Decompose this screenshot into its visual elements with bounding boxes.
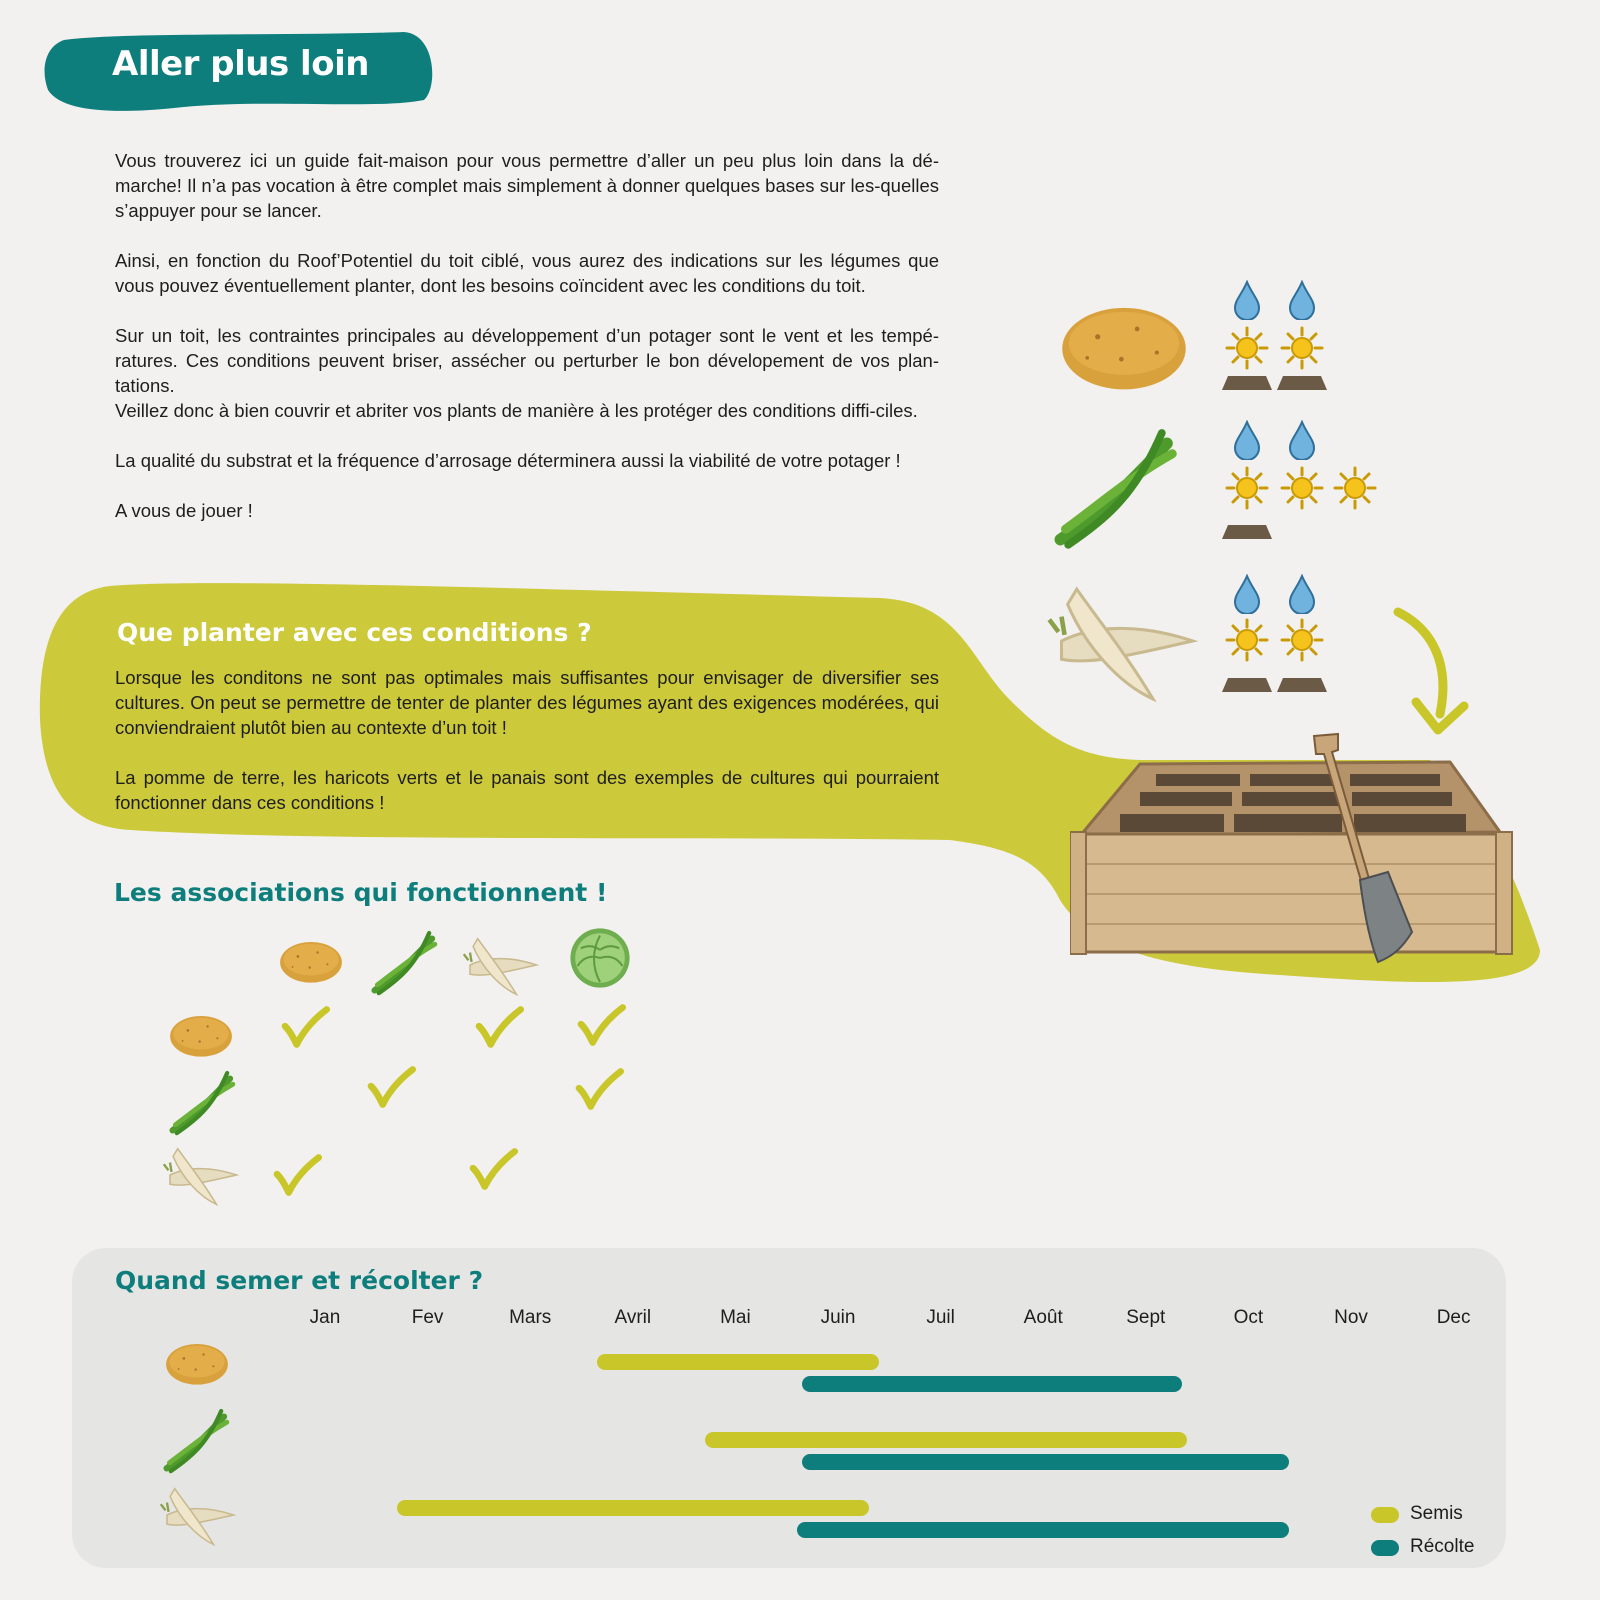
month-label: Avril (614, 1307, 652, 1328)
page-title: Aller plus loin (112, 44, 369, 84)
semis-bar (396, 1500, 869, 1516)
parsnip-icon (162, 1144, 240, 1206)
arrow-down-icon (1393, 607, 1469, 735)
check-icon (468, 1148, 518, 1190)
associations-grid (160, 920, 660, 1210)
potato-icon (164, 1340, 230, 1386)
cabbage-icon (568, 926, 632, 990)
header-banner (44, 32, 433, 111)
check-icon (280, 1006, 330, 1048)
month-label: Juin (820, 1307, 856, 1328)
planter-box-icon (1070, 732, 1513, 964)
conditions-title: Que planter avec ces conditions ? (117, 618, 592, 647)
intro-paragraph-1: Vous trouverez ici un guide fait-maison … (115, 150, 939, 221)
soil-icon (1277, 376, 1327, 390)
sun-icon (1280, 466, 1324, 510)
month-label: Août (1023, 1307, 1063, 1328)
check-icon (272, 1154, 322, 1196)
water-drop-icon (1232, 420, 1262, 460)
month-label: Juil (926, 1307, 955, 1328)
conditions-paragraph-1: Lorsque les conditons ne sont pas optima… (115, 667, 939, 738)
month-label: Jan (309, 1307, 341, 1328)
legend-semis-label: Semis (1410, 1503, 1463, 1524)
potato-icon (278, 938, 344, 984)
legend-recolte-label: Récolte (1410, 1536, 1475, 1557)
month-label: Nov (1334, 1307, 1368, 1328)
parsnip-icon (158, 1484, 238, 1546)
green-bean-icon (158, 1404, 234, 1474)
sun-icon (1225, 326, 1269, 370)
check-icon (366, 1066, 416, 1108)
legend-semis-swatch (1371, 1507, 1399, 1523)
semis-bar (596, 1354, 880, 1370)
soil-icon (1222, 376, 1272, 390)
check-icon (576, 1004, 626, 1046)
potato-icon (168, 1012, 234, 1058)
intro-paragraph-2: Ainsi, en fonction du Roof’Potentiel du … (115, 250, 939, 296)
check-icon (474, 1006, 524, 1048)
semis-bar (704, 1432, 1187, 1448)
soil-icon (1222, 525, 1272, 539)
water-drop-icon (1287, 420, 1317, 460)
water-drop-icon (1232, 280, 1262, 320)
associations-title: Les associations qui fonctionnent ! (114, 878, 608, 907)
sun-icon (1333, 466, 1377, 510)
parsnip-icon (462, 934, 540, 996)
month-label: Dec (1436, 1307, 1471, 1328)
recolte-bar (802, 1376, 1182, 1392)
potato-icon (1058, 300, 1190, 392)
month-label: Fev (411, 1307, 444, 1328)
sun-icon (1280, 326, 1324, 370)
green-bean-icon (1040, 420, 1190, 550)
calendar-panel (72, 1248, 1506, 1568)
recolte-bar (802, 1454, 1290, 1470)
month-label: Mars (509, 1307, 552, 1328)
month-label: Sept (1126, 1307, 1166, 1328)
water-drop-icon (1287, 280, 1317, 320)
sun-icon (1225, 466, 1269, 510)
intro-paragraph-4: Veillez donc à bien couvrir et abriter v… (115, 400, 918, 421)
calendar-title: Quand semer et récolter ? (115, 1266, 484, 1295)
intro-paragraph-3: Sur un toit, les contraintes principales… (115, 325, 939, 396)
month-label: Mai (720, 1307, 751, 1328)
conditions-paragraph-2: La pomme de terre, les haricots verts et… (115, 767, 939, 813)
recolte-bar (796, 1522, 1290, 1538)
check-icon (574, 1068, 624, 1110)
month-label: Oct (1233, 1307, 1264, 1328)
legend-recolte-swatch (1371, 1540, 1399, 1556)
green-bean-icon (164, 1066, 240, 1136)
intro-paragraph-6: A vous de jouer ! (115, 500, 253, 521)
intro-paragraph-5: La qualité du substrat et la fréquence d… (115, 450, 901, 471)
green-bean-icon (366, 926, 442, 996)
